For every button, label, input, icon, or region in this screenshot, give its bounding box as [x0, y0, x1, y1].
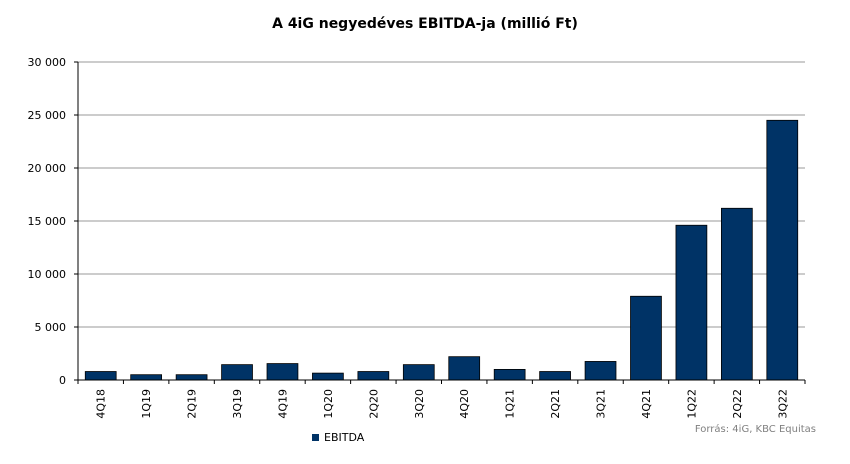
- bar-3Q21: [584, 361, 617, 381]
- x-tick-label: 4Q20: [458, 389, 471, 419]
- legend: EBITDA: [312, 431, 364, 444]
- bar-1Q22: [675, 224, 708, 381]
- bar-3Q20: [402, 364, 435, 381]
- bar-4Q21: [630, 295, 662, 381]
- x-tick-label: 3Q21: [595, 389, 608, 419]
- chart-title: A 4iG negyedéves EBITDA-ja (millió Ft): [272, 16, 578, 32]
- x-tick-label: 1Q22: [685, 389, 698, 419]
- bar-4Q18: [84, 371, 117, 381]
- bar-3Q19: [221, 364, 253, 381]
- bar-1Q19: [130, 374, 163, 381]
- x-tick-label: 1Q21: [504, 389, 517, 419]
- x-tick-label: 3Q22: [776, 389, 789, 419]
- y-tick-label: 5 000: [35, 321, 67, 334]
- x-tick-label: 4Q19: [276, 389, 289, 419]
- x-tick-label: 4Q21: [640, 389, 653, 419]
- bar-2Q21: [539, 371, 571, 381]
- bar-1Q20: [312, 372, 344, 381]
- x-tick-labels: 4Q18 1Q19 2Q19 3Q19 4Q19 1Q20 2Q20 3Q20 4Q20 1Q21…: [77, 380, 806, 419]
- legend-swatch: [312, 434, 319, 441]
- x-tick-label: 2Q22: [731, 389, 744, 419]
- x-tick-label: 3Q20: [413, 389, 426, 419]
- bar-4Q20: [448, 356, 481, 381]
- y-tick-labels: 0 5 000 10 000 15 000 20 000 25 000 30 000: [28, 56, 78, 387]
- x-tick-label: 1Q20: [322, 389, 335, 419]
- y-tick-label: 15 000: [28, 215, 67, 228]
- x-tick-label: 1Q19: [140, 389, 153, 419]
- y-tick-label: 30 000: [28, 56, 67, 69]
- y-tick-label: 10 000: [28, 268, 67, 281]
- source-note: Forrás: 4iG, KBC Equitas: [694, 424, 816, 435]
- bar-2Q22: [720, 207, 753, 381]
- bar-2Q19: [175, 374, 208, 381]
- bar-3Q22: [766, 119, 799, 381]
- x-tick-label: 4Q18: [95, 389, 108, 419]
- bar-4Q19: [266, 363, 299, 381]
- x-tick-label: 2Q19: [186, 389, 199, 419]
- bar-series: [84, 119, 799, 381]
- y-tick-label: 25 000: [28, 109, 67, 122]
- y-tick-label: 20 000: [28, 162, 67, 175]
- legend-label: EBITDA: [324, 431, 365, 444]
- bar-2Q20: [357, 371, 390, 381]
- x-tick-label: 2Q20: [367, 389, 380, 419]
- bar-1Q21: [493, 368, 526, 381]
- x-tick-label: 2Q21: [549, 389, 562, 419]
- x-tick-label: 3Q19: [231, 389, 244, 419]
- y-tick-label: 0: [59, 374, 66, 387]
